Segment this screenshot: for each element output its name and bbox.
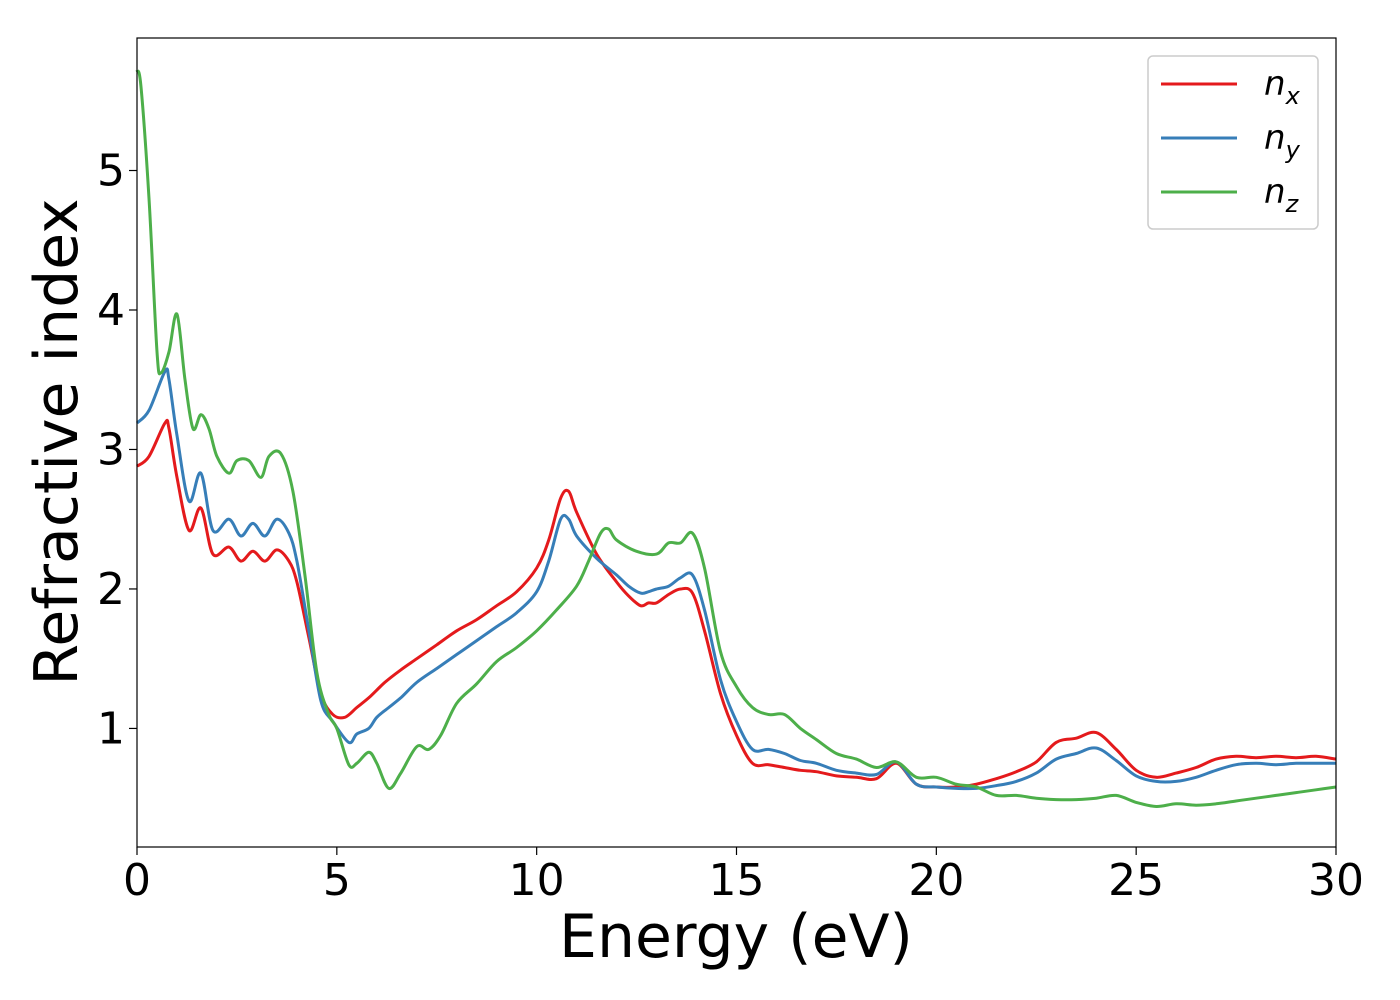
x-tick-label: 0 (123, 855, 151, 906)
x-tick-label: 10 (509, 855, 565, 906)
x-axis-ticks: 0 5 10 15 20 25 30 (123, 847, 1364, 906)
x-tick-label: 20 (908, 855, 964, 906)
x-tick-label: 25 (1108, 855, 1164, 906)
series-line-n_x (136, 418, 1337, 789)
plot-frame (136, 37, 1337, 848)
legend: nx ny nz (1147, 55, 1319, 230)
legend-label-n_z: nz (1264, 172, 1300, 218)
legend-box (1147, 55, 1319, 230)
y-tick-label: 1 (97, 703, 125, 754)
y-tick-label: 2 (97, 564, 125, 615)
x-tick-label: 15 (709, 855, 765, 906)
x-tick-label: 5 (323, 855, 351, 906)
y-axis-ticks: 1 2 3 4 5 (97, 146, 137, 754)
y-axis-title: Refractive index (22, 198, 92, 685)
x-axis-title: Energy (eV) (559, 902, 913, 972)
series-line-n_y (135, 367, 1336, 791)
legend-label-n_x: nx (1264, 64, 1301, 110)
y-tick-label: 3 (97, 424, 125, 475)
series-line-n_z (135, 69, 1337, 809)
y-tick-label: 5 (97, 146, 125, 197)
series-layer (135, 69, 1337, 809)
y-tick-label: 4 (97, 285, 125, 336)
x-tick-label: 30 (1308, 855, 1364, 906)
legend-label-n_y: ny (1264, 118, 1301, 164)
